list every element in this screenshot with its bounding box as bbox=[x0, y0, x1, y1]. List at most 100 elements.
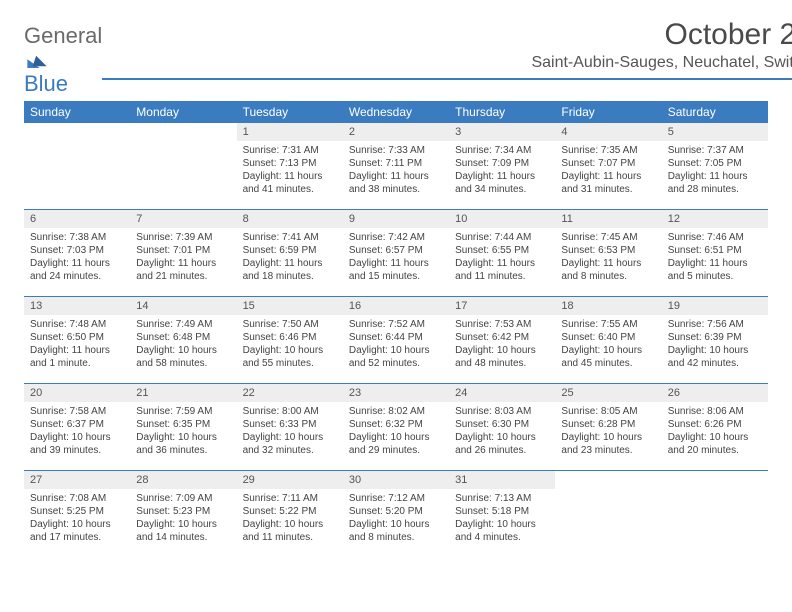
day-cell: 5Sunrise: 7:37 AMSunset: 7:05 PMDaylight… bbox=[662, 123, 768, 209]
logo-mark-icon bbox=[27, 49, 47, 72]
day-body: Sunrise: 7:39 AMSunset: 7:01 PMDaylight:… bbox=[130, 228, 236, 287]
day-number: 5 bbox=[662, 123, 768, 141]
day-cell: 19Sunrise: 7:56 AMSunset: 6:39 PMDayligh… bbox=[662, 297, 768, 383]
day-number: 15 bbox=[237, 297, 343, 315]
day-number: 19 bbox=[662, 297, 768, 315]
day-body: Sunrise: 7:35 AMSunset: 7:07 PMDaylight:… bbox=[555, 141, 661, 200]
day-number: 1 bbox=[237, 123, 343, 141]
day-cell: 8Sunrise: 7:41 AMSunset: 6:59 PMDaylight… bbox=[237, 210, 343, 296]
day-body: Sunrise: 7:48 AMSunset: 6:50 PMDaylight:… bbox=[24, 315, 130, 374]
day-number: 22 bbox=[237, 384, 343, 402]
calendar: SundayMondayTuesdayWednesdayThursdayFrid… bbox=[24, 101, 768, 557]
logo-part2: Blue bbox=[24, 71, 68, 96]
day-number: 30 bbox=[343, 471, 449, 489]
day-cell: 25Sunrise: 8:05 AMSunset: 6:28 PMDayligh… bbox=[555, 384, 661, 470]
week-row: 1Sunrise: 7:31 AMSunset: 7:13 PMDaylight… bbox=[24, 123, 768, 210]
day-body: Sunrise: 7:38 AMSunset: 7:03 PMDaylight:… bbox=[24, 228, 130, 287]
weekday-label: Tuesday bbox=[237, 101, 343, 123]
day-body: Sunrise: 7:37 AMSunset: 7:05 PMDaylight:… bbox=[662, 141, 768, 200]
day-number: 18 bbox=[555, 297, 661, 315]
day-body: Sunrise: 7:49 AMSunset: 6:48 PMDaylight:… bbox=[130, 315, 236, 374]
weekday-label: Wednesday bbox=[343, 101, 449, 123]
location: Saint-Aubin-Sauges, Neuchatel, Switzerla… bbox=[102, 54, 792, 80]
day-number: 21 bbox=[130, 384, 236, 402]
day-number: 12 bbox=[662, 210, 768, 228]
day-body: Sunrise: 7:11 AMSunset: 5:22 PMDaylight:… bbox=[237, 489, 343, 548]
day-body: Sunrise: 7:52 AMSunset: 6:44 PMDaylight:… bbox=[343, 315, 449, 374]
day-cell: 30Sunrise: 7:12 AMSunset: 5:20 PMDayligh… bbox=[343, 471, 449, 557]
day-cell: 26Sunrise: 8:06 AMSunset: 6:26 PMDayligh… bbox=[662, 384, 768, 470]
day-cell: 6Sunrise: 7:38 AMSunset: 7:03 PMDaylight… bbox=[24, 210, 130, 296]
day-body: Sunrise: 7:56 AMSunset: 6:39 PMDaylight:… bbox=[662, 315, 768, 374]
week-row: 13Sunrise: 7:48 AMSunset: 6:50 PMDayligh… bbox=[24, 297, 768, 384]
day-cell: 31Sunrise: 7:13 AMSunset: 5:18 PMDayligh… bbox=[449, 471, 555, 557]
day-body: Sunrise: 7:59 AMSunset: 6:35 PMDaylight:… bbox=[130, 402, 236, 461]
day-cell: 10Sunrise: 7:44 AMSunset: 6:55 PMDayligh… bbox=[449, 210, 555, 296]
day-body: Sunrise: 7:31 AMSunset: 7:13 PMDaylight:… bbox=[237, 141, 343, 200]
weekday-label: Friday bbox=[555, 101, 661, 123]
day-body: Sunrise: 7:53 AMSunset: 6:42 PMDaylight:… bbox=[449, 315, 555, 374]
day-number: 4 bbox=[555, 123, 661, 141]
day-cell: 29Sunrise: 7:11 AMSunset: 5:22 PMDayligh… bbox=[237, 471, 343, 557]
day-body: Sunrise: 8:00 AMSunset: 6:33 PMDaylight:… bbox=[237, 402, 343, 461]
day-body: Sunrise: 7:55 AMSunset: 6:40 PMDaylight:… bbox=[555, 315, 661, 374]
day-body: Sunrise: 8:02 AMSunset: 6:32 PMDaylight:… bbox=[343, 402, 449, 461]
day-cell bbox=[662, 471, 768, 557]
day-body: Sunrise: 7:50 AMSunset: 6:46 PMDaylight:… bbox=[237, 315, 343, 374]
day-cell: 15Sunrise: 7:50 AMSunset: 6:46 PMDayligh… bbox=[237, 297, 343, 383]
header: GeneralBlue October 2024 Saint-Aubin-Sau… bbox=[24, 18, 768, 95]
day-number: 11 bbox=[555, 210, 661, 228]
day-body: Sunrise: 7:34 AMSunset: 7:09 PMDaylight:… bbox=[449, 141, 555, 200]
weekday-label: Thursday bbox=[449, 101, 555, 123]
day-number: 13 bbox=[24, 297, 130, 315]
day-cell: 23Sunrise: 8:02 AMSunset: 6:32 PMDayligh… bbox=[343, 384, 449, 470]
day-cell bbox=[555, 471, 661, 557]
day-number: 16 bbox=[343, 297, 449, 315]
day-body: Sunrise: 7:46 AMSunset: 6:51 PMDaylight:… bbox=[662, 228, 768, 287]
day-number: 25 bbox=[555, 384, 661, 402]
logo: General Blue bbox=[24, 18, 102, 95]
day-cell: 3Sunrise: 7:34 AMSunset: 7:09 PMDaylight… bbox=[449, 123, 555, 209]
day-body: Sunrise: 7:44 AMSunset: 6:55 PMDaylight:… bbox=[449, 228, 555, 287]
weekday-header: SundayMondayTuesdayWednesdayThursdayFrid… bbox=[24, 101, 768, 123]
day-number: 27 bbox=[24, 471, 130, 489]
weekday-label: Monday bbox=[130, 101, 236, 123]
day-cell: 13Sunrise: 7:48 AMSunset: 6:50 PMDayligh… bbox=[24, 297, 130, 383]
day-number: 2 bbox=[343, 123, 449, 141]
day-body: Sunrise: 7:09 AMSunset: 5:23 PMDaylight:… bbox=[130, 489, 236, 548]
day-body: Sunrise: 7:33 AMSunset: 7:11 PMDaylight:… bbox=[343, 141, 449, 200]
day-cell: 28Sunrise: 7:09 AMSunset: 5:23 PMDayligh… bbox=[130, 471, 236, 557]
day-number: 23 bbox=[343, 384, 449, 402]
day-cell bbox=[24, 123, 130, 209]
day-number: 7 bbox=[130, 210, 236, 228]
day-number: 3 bbox=[449, 123, 555, 141]
day-number: 17 bbox=[449, 297, 555, 315]
weekday-label: Saturday bbox=[662, 101, 768, 123]
day-cell: 22Sunrise: 8:00 AMSunset: 6:33 PMDayligh… bbox=[237, 384, 343, 470]
day-number: 20 bbox=[24, 384, 130, 402]
day-body: Sunrise: 8:06 AMSunset: 6:26 PMDaylight:… bbox=[662, 402, 768, 461]
day-cell: 11Sunrise: 7:45 AMSunset: 6:53 PMDayligh… bbox=[555, 210, 661, 296]
day-cell: 4Sunrise: 7:35 AMSunset: 7:07 PMDaylight… bbox=[555, 123, 661, 209]
day-number: 28 bbox=[130, 471, 236, 489]
day-cell: 24Sunrise: 8:03 AMSunset: 6:30 PMDayligh… bbox=[449, 384, 555, 470]
day-body: Sunrise: 7:41 AMSunset: 6:59 PMDaylight:… bbox=[237, 228, 343, 287]
day-cell bbox=[130, 123, 236, 209]
day-number: 29 bbox=[237, 471, 343, 489]
day-number: 24 bbox=[449, 384, 555, 402]
day-body: Sunrise: 8:03 AMSunset: 6:30 PMDaylight:… bbox=[449, 402, 555, 461]
month-title: October 2024 bbox=[102, 18, 792, 52]
day-cell: 1Sunrise: 7:31 AMSunset: 7:13 PMDaylight… bbox=[237, 123, 343, 209]
day-cell: 14Sunrise: 7:49 AMSunset: 6:48 PMDayligh… bbox=[130, 297, 236, 383]
week-row: 6Sunrise: 7:38 AMSunset: 7:03 PMDaylight… bbox=[24, 210, 768, 297]
day-number: 31 bbox=[449, 471, 555, 489]
day-number: 8 bbox=[237, 210, 343, 228]
day-body: Sunrise: 7:12 AMSunset: 5:20 PMDaylight:… bbox=[343, 489, 449, 548]
day-body: Sunrise: 7:13 AMSunset: 5:18 PMDaylight:… bbox=[449, 489, 555, 548]
weekday-label: Sunday bbox=[24, 101, 130, 123]
day-number: 10 bbox=[449, 210, 555, 228]
week-row: 27Sunrise: 7:08 AMSunset: 5:25 PMDayligh… bbox=[24, 471, 768, 557]
logo-part1: General bbox=[24, 23, 102, 48]
day-cell: 21Sunrise: 7:59 AMSunset: 6:35 PMDayligh… bbox=[130, 384, 236, 470]
day-cell: 9Sunrise: 7:42 AMSunset: 6:57 PMDaylight… bbox=[343, 210, 449, 296]
